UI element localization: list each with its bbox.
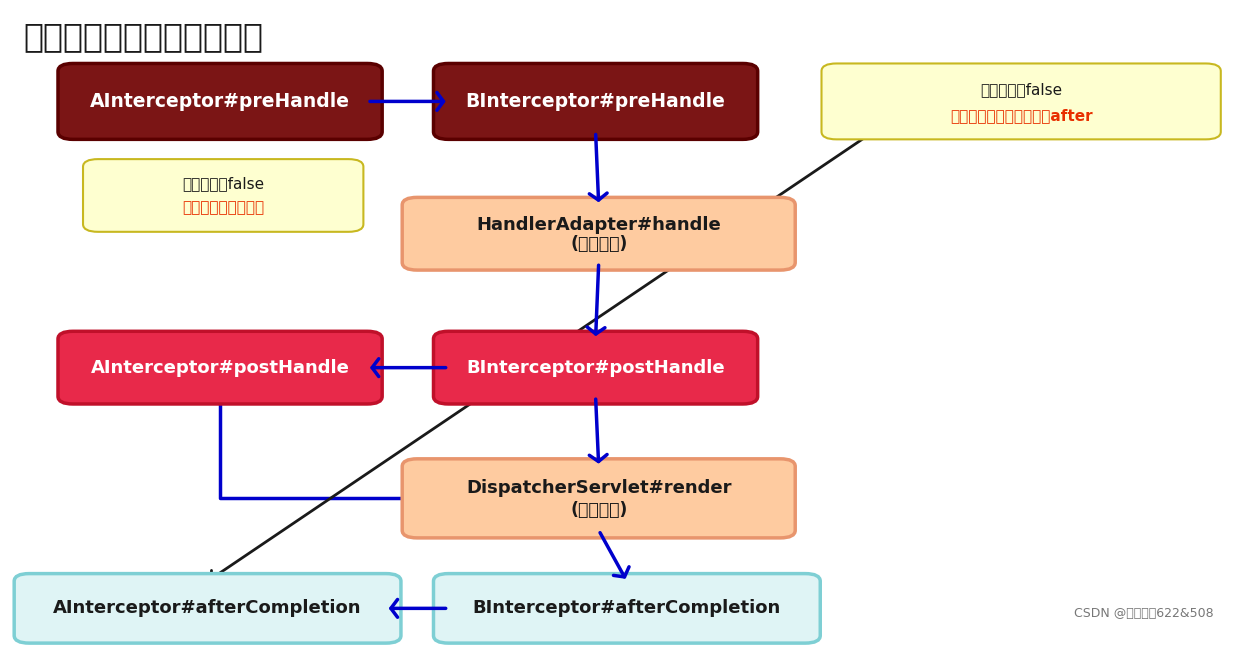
FancyBboxPatch shape: [14, 574, 401, 643]
Text: AInterceptor#postHandle: AInterceptor#postHandle: [91, 358, 349, 377]
FancyBboxPatch shape: [58, 63, 382, 139]
Text: (目标方法): (目标方法): [570, 235, 627, 253]
FancyBboxPatch shape: [433, 574, 820, 643]
Text: (渲染视图): (渲染视图): [570, 501, 627, 519]
Text: AInterceptor#preHandle: AInterceptor#preHandle: [89, 92, 350, 111]
Text: CSDN @随遇而安622&508: CSDN @随遇而安622&508: [1075, 606, 1213, 620]
Text: AInterceptor#afterCompletion: AInterceptor#afterCompletion: [53, 599, 362, 617]
FancyBboxPatch shape: [58, 331, 382, 404]
Text: BInterceptor#preHandle: BInterceptor#preHandle: [466, 92, 726, 111]
FancyBboxPatch shape: [822, 63, 1221, 139]
FancyBboxPatch shape: [433, 63, 757, 139]
Text: 直接不执行后面所有: 直接不执行后面所有: [183, 201, 265, 215]
Text: BInterceptor#postHandle: BInterceptor#postHandle: [466, 358, 724, 377]
FancyBboxPatch shape: [433, 331, 757, 404]
FancyBboxPatch shape: [402, 459, 795, 538]
FancyBboxPatch shape: [402, 197, 795, 270]
Text: HandlerAdapter#handle: HandlerAdapter#handle: [476, 215, 721, 234]
Text: DispatcherServlet#render: DispatcherServlet#render: [466, 479, 732, 497]
Text: 多个拦截器执行流程示意图: 多个拦截器执行流程示意图: [23, 20, 263, 53]
Text: 直接执行上一个拦截器的after: 直接执行上一个拦截器的after: [950, 108, 1092, 123]
Text: 如这里返回false: 如这里返回false: [980, 82, 1062, 97]
Text: 如这里返回false: 如这里返回false: [183, 177, 265, 192]
Text: BInterceptor#afterCompletion: BInterceptor#afterCompletion: [472, 599, 781, 617]
FancyBboxPatch shape: [83, 159, 363, 232]
